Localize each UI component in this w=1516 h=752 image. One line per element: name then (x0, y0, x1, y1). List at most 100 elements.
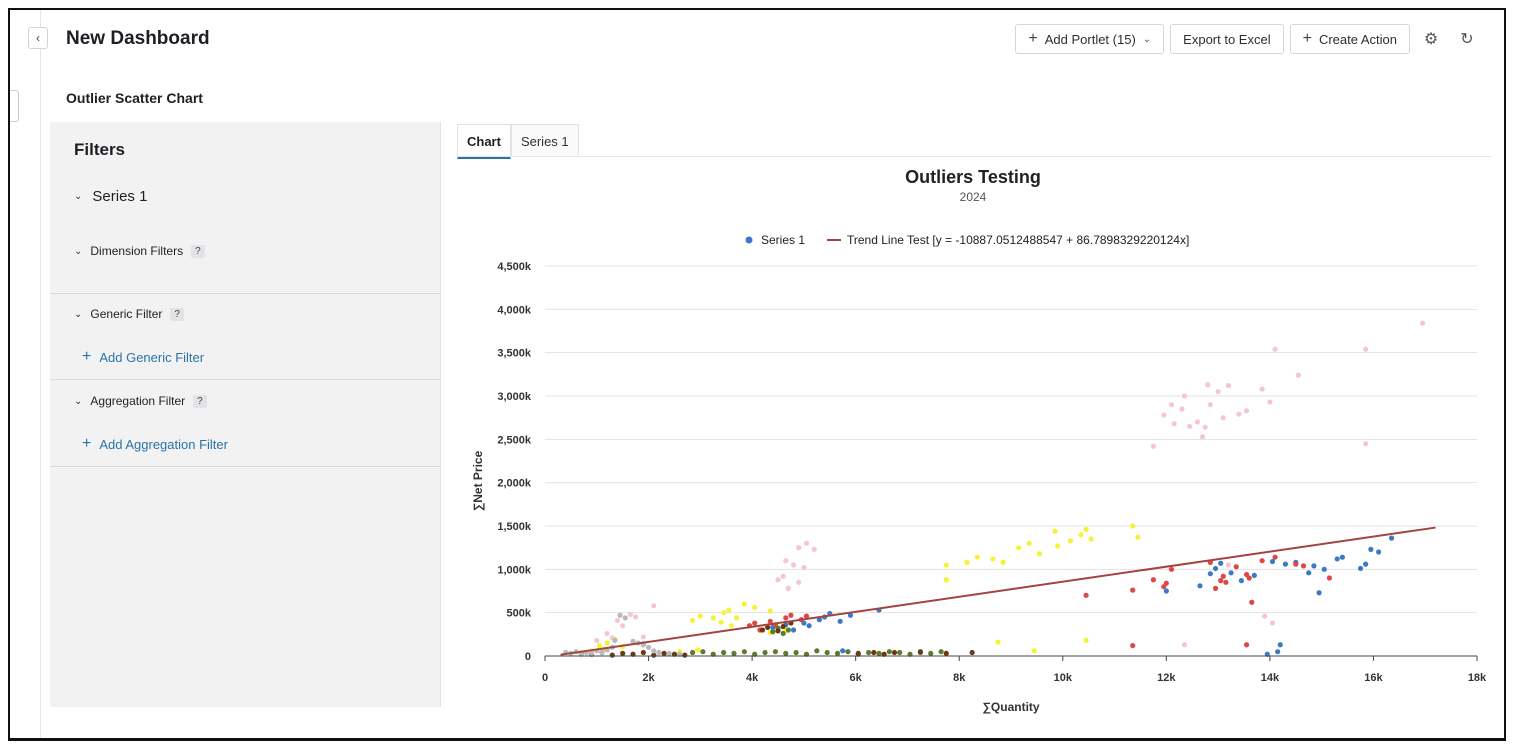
page-title: New Dashboard (66, 28, 210, 49)
legend-trend-label[interactable]: Trend Line Test [y = -10887.0512488547 +… (847, 233, 1189, 247)
data-point (630, 638, 636, 644)
data-point (1083, 592, 1089, 598)
data-point (847, 612, 854, 618)
data-point (1326, 575, 1333, 581)
data-point (990, 556, 996, 562)
create-action-button[interactable]: + Create Action (1289, 24, 1410, 54)
data-point (1218, 560, 1224, 566)
x-tick-label: 8k (953, 672, 966, 684)
data-point (891, 649, 898, 656)
add-generic-filter-button[interactable]: + Add Generic Filter (82, 348, 204, 366)
tab-chart[interactable]: Chart (457, 124, 511, 159)
help-icon[interactable]: ? (193, 394, 207, 408)
x-tick-label: 16k (1364, 672, 1383, 684)
dimension-filters-label: Dimension Filters (90, 244, 184, 258)
series-toggle[interactable]: ⌄ Series 1 (74, 188, 147, 205)
data-point (785, 585, 791, 591)
settings-button[interactable]: ⚙ (1416, 24, 1446, 54)
data-point (866, 649, 872, 656)
data-point (938, 649, 944, 655)
data-point (770, 629, 776, 635)
data-point (1272, 554, 1278, 560)
data-point (1212, 585, 1219, 591)
data-point (855, 650, 861, 656)
data-point (741, 649, 747, 655)
data-point (1218, 578, 1224, 584)
aggregation-filter-toggle[interactable]: ⌄ Aggregation Filter ? (74, 394, 207, 408)
data-point (1275, 649, 1281, 655)
data-point (793, 649, 799, 656)
data-point (1163, 588, 1169, 594)
data-point (871, 649, 877, 656)
y-tick-label: 2,000k (497, 478, 532, 490)
data-point (682, 652, 688, 658)
help-icon[interactable]: ? (170, 307, 184, 321)
plus-icon: + (1302, 30, 1312, 47)
y-tick-label: 1,000k (497, 564, 532, 576)
data-point (796, 545, 802, 551)
chart-legend: Series 1 Trend Line Test [y = -10887.051… (745, 233, 1189, 247)
add-aggregation-filter-button[interactable]: + Add Aggregation Filter (82, 435, 228, 453)
data-point (1293, 561, 1299, 567)
data-point (689, 617, 696, 624)
data-point (604, 640, 610, 646)
data-point (1202, 424, 1208, 430)
x-tick-label: 14k (1261, 672, 1280, 684)
legend-series-label[interactable]: Series 1 (761, 233, 805, 247)
data-point (1251, 572, 1257, 578)
data-point (656, 649, 662, 656)
export-to-excel-button[interactable]: Export to Excel (1170, 24, 1284, 54)
tab-series-1[interactable]: Series 1 (510, 124, 579, 157)
data-point (700, 649, 706, 655)
data-point (964, 559, 970, 565)
data-point (1420, 320, 1426, 326)
x-tick-label: 6k (850, 672, 863, 684)
y-tick-label: 3,500k (497, 348, 532, 360)
add-portlet-button[interactable]: + Add Portlet (15) ⌄ (1015, 24, 1165, 54)
y-tick-label: 4,500k (497, 261, 532, 273)
chart-subtitle: 2024 (960, 190, 987, 204)
tabs-underline (457, 156, 1492, 157)
data-point (765, 624, 771, 630)
data-point (762, 649, 768, 656)
data-point (928, 650, 934, 656)
data-point (806, 623, 812, 629)
data-point (1205, 382, 1211, 388)
add-generic-filter-label: Add Generic Filter (99, 349, 205, 365)
data-point (943, 562, 949, 568)
divider (50, 379, 440, 380)
data-point (1168, 566, 1175, 572)
data-point (834, 650, 841, 656)
data-point (790, 562, 797, 568)
data-point (640, 634, 646, 640)
data-point (1135, 534, 1141, 540)
x-axis-label: ∑Quantity (982, 700, 1040, 714)
data-point (1277, 642, 1283, 648)
divider (50, 466, 440, 467)
collapse-sidebar-button[interactable]: ‹ (28, 27, 48, 49)
data-point (1363, 561, 1369, 567)
data-point (1215, 389, 1221, 395)
chevron-left-icon: ‹ (36, 31, 40, 45)
trend-line (560, 526, 1436, 656)
add-portlet-label: Add Portlet (15) (1044, 31, 1136, 47)
series-label: Series 1 (92, 188, 148, 205)
data-point (620, 623, 626, 629)
scatter-chart: Outliers Testing 2024 Series 1 Trend Lin… (471, 167, 1487, 714)
data-point (1026, 540, 1032, 546)
toolbar: + Add Portlet (15) ⌄ Export to Excel + C… (1015, 24, 1482, 54)
data-point (1321, 566, 1327, 572)
data-point (803, 540, 810, 546)
data-point (617, 612, 623, 618)
data-point (974, 554, 980, 560)
refresh-button[interactable]: ↻ (1452, 24, 1482, 54)
data-point (1334, 556, 1340, 562)
help-icon[interactable]: ? (191, 244, 205, 258)
data-point (651, 648, 657, 654)
generic-filter-toggle[interactable]: ⌄ Generic Filter ? (74, 307, 184, 321)
dimension-filters-toggle[interactable]: ⌄ Dimension Filters ? (74, 244, 205, 258)
data-point (780, 573, 786, 579)
side-panel-handle[interactable] (10, 90, 19, 122)
data-point (1272, 346, 1278, 352)
data-point (1306, 570, 1312, 576)
